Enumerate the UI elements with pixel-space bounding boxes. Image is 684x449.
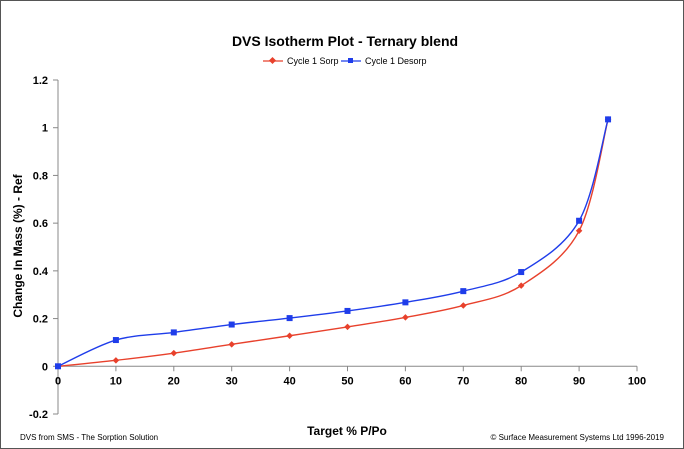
data-point-sorp [170, 349, 178, 357]
axes: -0.2 0 0.2 0.4 0.6 0.8 1 1.2 0 10 20 30 40 50 60 70 80 90… [29, 75, 646, 421]
data-point-sorp [286, 332, 293, 340]
data-point-desorp [518, 269, 525, 276]
x-tick-label: 40 [283, 375, 295, 387]
y-axis-label: Change In Mass (%) - Ref [11, 173, 25, 317]
data-point-desorp [460, 288, 467, 295]
x-tick-label: 10 [110, 375, 122, 387]
data-point-desorp [55, 363, 61, 370]
data-point-desorp [170, 329, 177, 336]
footer-right: © Surface Measurement Systems Ltd 1996-2… [490, 433, 664, 442]
data-point-desorp [228, 321, 235, 328]
y-tick-label: 1.2 [33, 75, 48, 87]
y-tick-label: 0.6 [33, 218, 48, 230]
x-tick-label: 0 [55, 375, 61, 387]
y-tick-label: 1 [42, 123, 48, 135]
series-line-sorp [57, 119, 609, 367]
y-tick-label: 0 [42, 361, 48, 373]
x-tick-label: 70 [457, 375, 469, 387]
data-point-sorp [402, 314, 409, 321]
data-point-desorp [402, 299, 409, 306]
series-layer [54, 116, 612, 370]
data-point-desorp [286, 315, 293, 322]
x-tick-label: 20 [168, 375, 180, 387]
y-tick-label: 0.4 [33, 266, 49, 278]
legend: Cycle 1 Sorp Cycle 1 Desorp [263, 56, 427, 66]
data-point-sorp [344, 323, 351, 331]
legend-marker-sorp [268, 56, 277, 65]
data-point-sorp [112, 357, 120, 364]
x-tick-label: 100 [628, 375, 646, 387]
data-point-desorp [344, 307, 351, 314]
x-tick-label: 30 [226, 375, 238, 387]
legend-label-sorp: Cycle 1 Sorp [287, 56, 339, 66]
data-point-sorp [228, 341, 235, 348]
y-tick-label: -0.2 [29, 409, 48, 421]
x-axis-label: Target % P/Po [307, 424, 387, 438]
x-tick-label: 90 [573, 375, 585, 387]
data-point-sorp [460, 302, 467, 309]
x-tick-label: 60 [399, 375, 411, 387]
legend-marker-desorp [348, 58, 353, 63]
y-tick-label: 0.2 [33, 314, 48, 326]
series-line-desorp [57, 119, 609, 367]
data-point-desorp [605, 116, 612, 123]
footer-left: DVS from SMS - The Sorption Solution [20, 433, 158, 442]
x-tick-label: 80 [515, 375, 527, 387]
data-point-sorp [517, 282, 525, 289]
legend-label-desorp: Cycle 1 Desorp [365, 56, 427, 66]
data-point-desorp [576, 217, 583, 224]
y-tick-label: 0.8 [33, 170, 48, 182]
chart-title: DVS Isotherm Plot - Ternary blend [232, 33, 458, 49]
x-tick-label: 50 [341, 375, 353, 387]
data-point-desorp [112, 337, 119, 344]
data-point-sorp [575, 227, 583, 235]
